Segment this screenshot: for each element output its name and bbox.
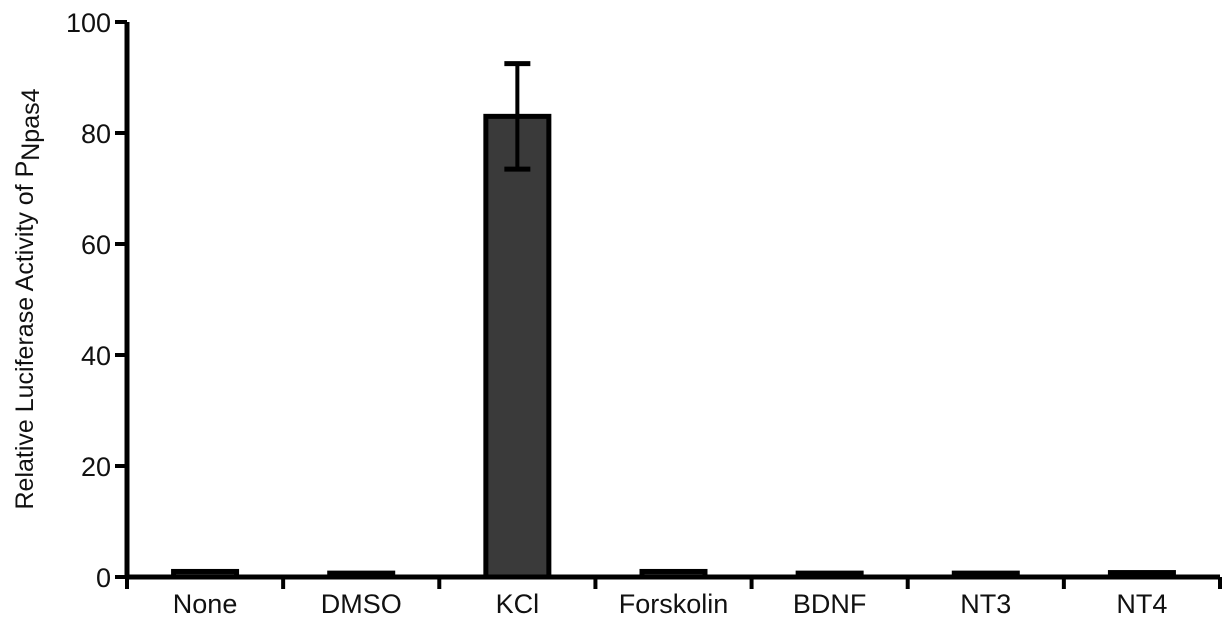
- y-axis-label-subscript: Npas4: [17, 88, 45, 160]
- y-tick-label-100: 100: [66, 8, 111, 38]
- bar-kcl: [483, 113, 552, 580]
- x-tick-label-nt4: NT4: [1116, 589, 1167, 619]
- y-axis-label-main: Relative Luciferase Activity of P: [11, 161, 39, 510]
- x-tick-label-nt3: NT3: [960, 589, 1011, 619]
- y-axis-label: Relative Luciferase Activity of PNpas4: [11, 88, 45, 509]
- y-tick-label-60: 60: [81, 230, 111, 260]
- y-tick-label-40: 40: [81, 341, 111, 371]
- x-tick-label-dmso: DMSO: [321, 589, 402, 619]
- y-tick-label-80: 80: [81, 119, 111, 149]
- y-axis: 0 20 40 60 80 100: [66, 8, 130, 593]
- y-tick-label-20: 20: [81, 452, 111, 482]
- bars-group: [171, 61, 1176, 580]
- y-tick-label-0: 0: [96, 563, 111, 593]
- x-axis: None DMSO KCl Forskolin BDNF NT3 NT4: [125, 574, 1222, 619]
- x-tick-label-none: None: [173, 589, 238, 619]
- x-tick-label-forskolin: Forskolin: [619, 589, 729, 619]
- x-tick-label-bdnf: BDNF: [793, 589, 867, 619]
- error-bar-kcl: [504, 61, 531, 172]
- x-tick-label-kcl: KCl: [496, 589, 540, 619]
